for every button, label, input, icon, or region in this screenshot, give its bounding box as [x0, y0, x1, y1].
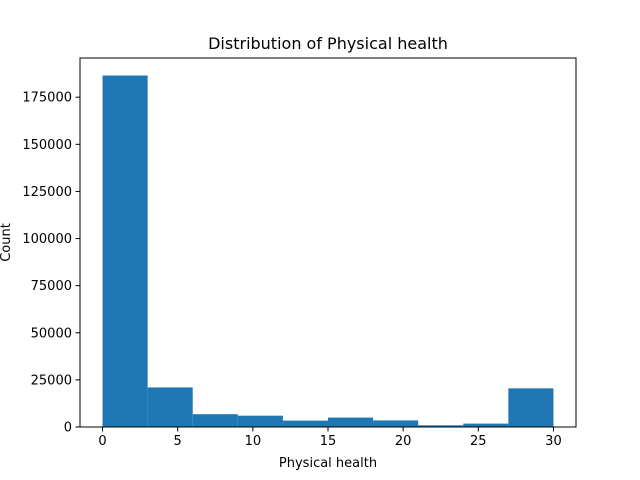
- x-tick-label: 25: [470, 434, 487, 449]
- y-tick-label: 75000: [31, 279, 72, 294]
- x-tick-label: 20: [395, 434, 412, 449]
- chart-title: Distribution of Physical health: [208, 34, 448, 53]
- y-tick-label: 100000: [22, 232, 72, 247]
- y-tick-label: 125000: [22, 185, 72, 200]
- histogram-bar: [508, 388, 554, 427]
- y-axis-label: Count: [0, 223, 14, 262]
- y-tick-label: 0: [64, 421, 72, 436]
- x-axis-ticks: 0 5 10 15 20 25 30: [98, 427, 562, 449]
- x-tick-label: 10: [245, 434, 262, 449]
- y-tick-label: 150000: [22, 138, 72, 153]
- histogram-bar: [373, 420, 419, 427]
- y-tick-label: 175000: [22, 91, 72, 106]
- x-tick-label: 15: [320, 434, 337, 449]
- y-axis-ticks: 0 25000 50000 75000 100000 125000 150000 175000: [22, 91, 80, 436]
- histogram-bar: [237, 415, 283, 427]
- x-axis-label: Physical health: [279, 456, 377, 471]
- bars-group: [102, 75, 554, 428]
- x-tick-label: 30: [545, 434, 562, 449]
- x-tick-label: 5: [174, 434, 182, 449]
- x-tick-label: 0: [98, 434, 106, 449]
- histogram-bar: [192, 414, 238, 427]
- histogram-bar: [463, 423, 509, 427]
- y-tick-label: 50000: [31, 326, 72, 341]
- histogram-bar: [418, 425, 464, 427]
- histogram-bar: [102, 75, 148, 428]
- histogram-bar: [147, 387, 193, 427]
- histogram-bar: [328, 417, 374, 427]
- histogram-bar: [282, 420, 328, 427]
- y-tick-label: 25000: [31, 373, 72, 388]
